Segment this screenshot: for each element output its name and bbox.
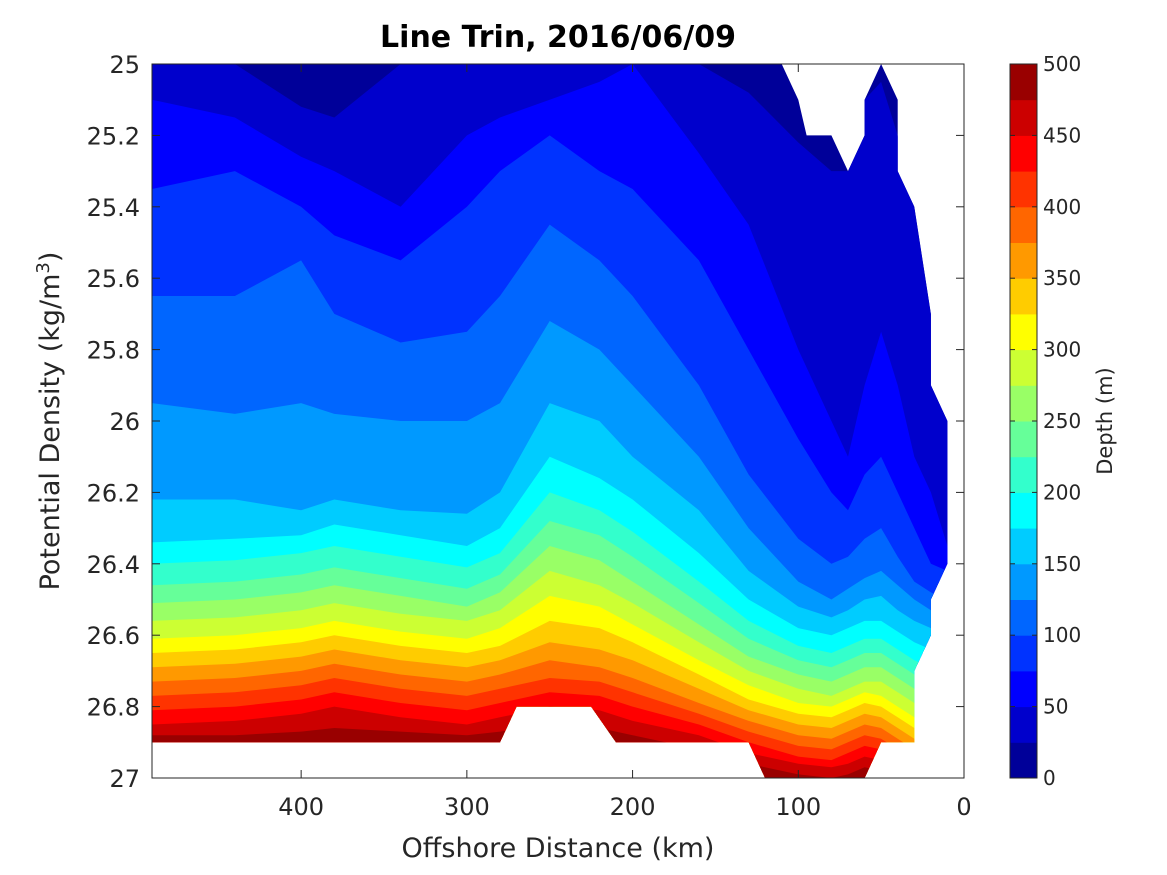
- x-tick-label: 100: [775, 793, 821, 821]
- x-axis-label: Offshore Distance (km): [402, 833, 715, 864]
- colorbar-tick-label: 450: [1043, 123, 1081, 147]
- y-tick-label: 26.8: [87, 694, 140, 722]
- colorbar-tick-label: 250: [1043, 409, 1081, 433]
- colorbar-swatch: [1010, 528, 1037, 565]
- colorbar-swatch: [1010, 64, 1037, 101]
- y-tick-label: 27: [109, 765, 140, 793]
- y-axis-label-close: ): [35, 252, 66, 263]
- colorbar-swatch: [1010, 349, 1037, 386]
- y-tick-label: 25: [109, 51, 140, 79]
- colorbar-tick-label: 150: [1043, 552, 1081, 576]
- colorbar: 0 50 100 150 200 250 300 350 400 450 500 Depth (m): [1009, 52, 1117, 790]
- y-tick-label: 26.6: [87, 622, 140, 650]
- colorbar-swatch: [1010, 670, 1037, 708]
- colorbar-tick-label: 500: [1043, 52, 1081, 76]
- colorbar-tick-label: 0: [1043, 766, 1056, 790]
- colorbar-swatch: [1010, 563, 1037, 600]
- colorbar-swatch: [1010, 599, 1037, 636]
- colorbar-swatch: [1010, 206, 1037, 243]
- contour-field: [152, 64, 948, 778]
- x-tick-label: 400: [278, 793, 324, 821]
- colorbar-tick-label: 50: [1043, 695, 1068, 719]
- colorbar-tick-label: 350: [1043, 266, 1081, 290]
- chart-title: Line Trin, 2016/06/09: [380, 20, 736, 55]
- colorbar-tick-label: 300: [1043, 338, 1081, 362]
- x-tick-label: 300: [444, 793, 490, 821]
- colorbar-swatch: [1010, 313, 1037, 351]
- colorbar-swatch: [1010, 278, 1037, 315]
- colorbar-swatch: [1010, 421, 1037, 458]
- y-tick-label: 26: [109, 408, 140, 436]
- colorbar-swatch: [1010, 171, 1037, 208]
- x-axis: 400 300 200 100 0: [278, 64, 972, 821]
- colorbar-swatch: [1010, 635, 1037, 672]
- colorbar-swatch: [1010, 99, 1037, 136]
- y-tick-label: 25.6: [87, 265, 140, 293]
- y-tick-label: 25.8: [87, 337, 140, 365]
- colorbar-swatch: [1010, 385, 1037, 422]
- y-tick-label: 25.4: [87, 194, 140, 222]
- y-axis-label: Potential Density (kg/m3): [33, 252, 67, 591]
- y-tick-label: 26.2: [87, 479, 140, 507]
- colorbar-swatch: [1010, 456, 1037, 493]
- x-tick-label: 0: [956, 793, 971, 821]
- x-tick-label: 200: [610, 793, 656, 821]
- colorbar-swatch: [1010, 242, 1037, 279]
- colorbar-swatch: [1010, 742, 1037, 779]
- y-axis-label-main: Potential Density (kg/m: [35, 274, 66, 591]
- colorbar-swatch: [1010, 135, 1037, 172]
- colorbar-tick-label: 100: [1043, 623, 1081, 647]
- y-axis-label-superscript: 3: [33, 262, 54, 273]
- y-tick-label: 25.2: [87, 122, 140, 150]
- colorbar-swatch: [1010, 706, 1037, 743]
- colorbar-tick-label: 200: [1043, 480, 1081, 504]
- y-axis: 25 25.2 25.4 25.6 25.8 26 26.2 26.4 26.6 26.8 27: [87, 51, 964, 793]
- colorbar-tick-label: 400: [1043, 195, 1081, 219]
- colorbar-label: Depth (m): [1093, 367, 1117, 474]
- colorbar-swatch: [1010, 492, 1037, 529]
- y-tick-label: 26.4: [87, 551, 140, 579]
